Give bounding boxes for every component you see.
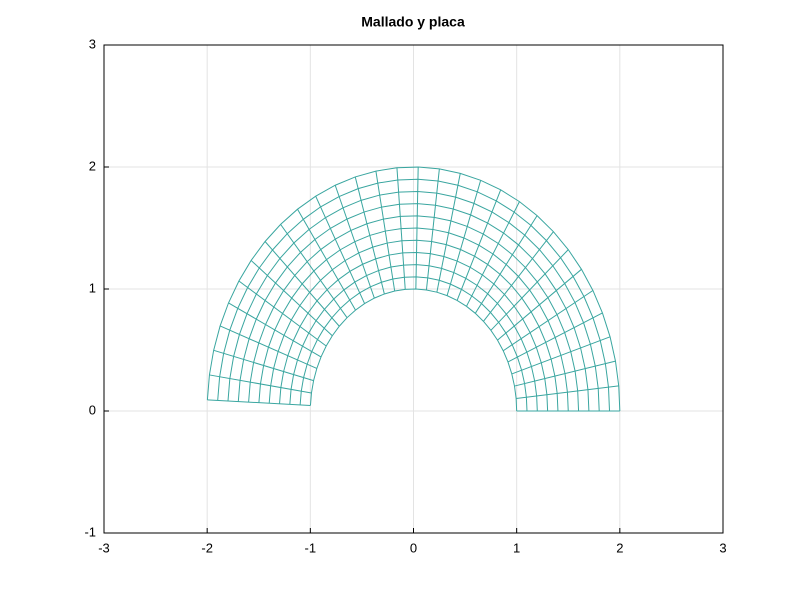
x-tick-label: -1: [305, 540, 317, 555]
mesh-radial: [280, 224, 348, 318]
mesh-radial: [497, 268, 582, 341]
mesh-radial: [213, 349, 314, 382]
mesh-radial: [209, 374, 312, 394]
x-tick-label: 2: [616, 540, 623, 555]
mesh-radial: [483, 231, 554, 322]
x-tick-label: -3: [98, 540, 110, 555]
mesh-radial: [238, 280, 327, 347]
mesh-radial: [507, 312, 603, 363]
mesh-radial: [516, 385, 619, 399]
mesh-radial: [375, 171, 396, 292]
mesh-radial: [219, 325, 318, 369]
x-tick-label: -2: [201, 540, 213, 555]
x-tick-label: 0: [410, 540, 417, 555]
mesh-radial: [456, 189, 502, 301]
x-tick-label: 3: [719, 540, 726, 555]
y-tick-label: 2: [89, 158, 96, 173]
mesh-radial: [334, 185, 375, 299]
y-tick-label: -1: [84, 524, 96, 539]
mesh-radial: [207, 399, 311, 406]
mesh-radial: [514, 360, 616, 387]
mesh-radial: [354, 176, 385, 295]
mesh-radial: [297, 208, 356, 311]
y-tick-label: 3: [89, 36, 96, 51]
mesh-radial: [396, 167, 406, 290]
mesh-radial: [425, 168, 440, 291]
mesh-radial: [474, 215, 538, 314]
mesh-radial: [415, 167, 419, 290]
y-tick-label: 1: [89, 280, 96, 295]
y-tick-label: 0: [89, 402, 96, 417]
mesh-radial: [264, 241, 340, 327]
axis-box: [103, 44, 724, 534]
mesh-radial: [315, 195, 366, 304]
mesh-radial: [228, 302, 322, 358]
mesh-radial: [511, 336, 611, 375]
mesh-radial: [466, 201, 520, 307]
mesh-radial: [502, 290, 594, 352]
mesh-radial: [250, 260, 333, 337]
mesh-radial: [436, 173, 461, 293]
mesh-radial: [490, 249, 569, 331]
mesh-radial: [446, 180, 482, 296]
chart-title: Mallado y placa: [361, 14, 465, 30]
x-tick-label: 1: [513, 540, 520, 555]
